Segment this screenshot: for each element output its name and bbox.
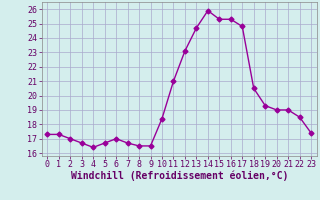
- X-axis label: Windchill (Refroidissement éolien,°C): Windchill (Refroidissement éolien,°C): [70, 171, 288, 181]
